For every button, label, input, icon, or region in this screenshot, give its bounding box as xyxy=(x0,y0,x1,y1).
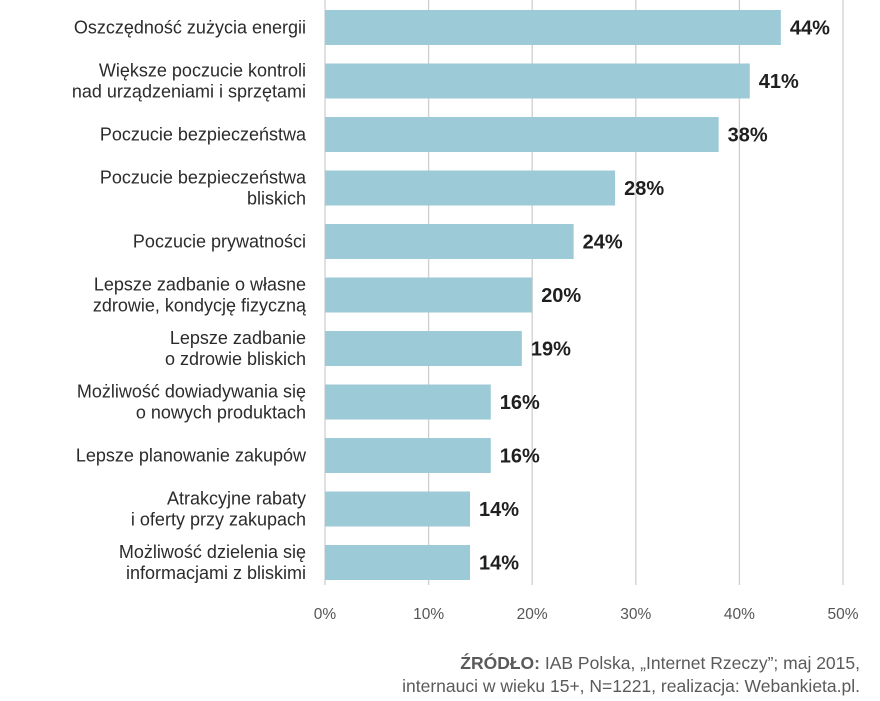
category-label: Lepsze zadbanie o zdrowie bliskich xyxy=(165,328,306,369)
x-tick-label: 30% xyxy=(620,606,651,623)
bar xyxy=(325,491,471,527)
category-label: Atrakcyjne rabaty i oferty przy zakupach xyxy=(131,489,306,530)
source-note: ŹRÓDŁO: IAB Polska, „Internet Rzeczy”; m… xyxy=(260,652,860,698)
x-tick-label: 40% xyxy=(724,606,755,623)
value-label: 41% xyxy=(759,71,799,93)
category-label: Większe poczucie kontroli nad urządzeniam… xyxy=(72,61,306,102)
bar xyxy=(325,224,574,259)
bar xyxy=(325,384,491,420)
bar xyxy=(325,438,491,473)
source-label: ŹRÓDŁO: xyxy=(460,653,540,673)
value-label: 44% xyxy=(790,18,830,40)
bar xyxy=(325,277,533,313)
value-label: 38% xyxy=(728,125,768,147)
value-label: 14% xyxy=(479,499,519,521)
source-line-1: IAB Polska, „Internet Rzeczy”; maj 2015, xyxy=(540,653,860,673)
category-label: Możliwość dowiadywania się o nowych produ… xyxy=(77,382,306,423)
bar-chart: 0% 10% 20% 30% 40% 50% Oszczędność zużycia ene… xyxy=(72,0,859,623)
x-tick-label: 20% xyxy=(517,606,548,623)
value-label: 16% xyxy=(500,392,540,414)
value-label: 28% xyxy=(624,178,664,200)
value-label: 24% xyxy=(583,232,623,254)
value-label: 16% xyxy=(500,446,540,468)
value-label: 14% xyxy=(479,553,519,575)
x-tick-label: 10% xyxy=(413,606,444,623)
source-line-2: internauci w wieku 15+, N=1221, realizac… xyxy=(402,676,860,696)
bar xyxy=(325,170,616,206)
category-label: Poczucie bezpieczeństwa xyxy=(100,125,307,145)
category-label: Lepsze planowanie zakupów xyxy=(76,446,307,466)
bar xyxy=(325,117,719,152)
x-tick-label: 50% xyxy=(827,606,858,623)
category-label: Poczucie prywatności xyxy=(133,232,306,252)
value-label: 19% xyxy=(531,339,571,361)
category-label: Lepsze zadbanie o własne zdrowie, kondycj… xyxy=(93,275,307,316)
x-tick-label: 0% xyxy=(314,606,337,623)
category-label: Możliwość dzielenia się informacjami z bl… xyxy=(119,542,306,583)
bar xyxy=(325,545,471,580)
bar xyxy=(325,331,522,366)
category-label: Poczucie bezpieczeństwa bliskich xyxy=(100,168,307,209)
bar xyxy=(325,10,781,45)
category-label: Oszczędność zużycia energii xyxy=(74,18,306,38)
bar xyxy=(325,63,750,99)
value-label: 20% xyxy=(541,285,581,307)
